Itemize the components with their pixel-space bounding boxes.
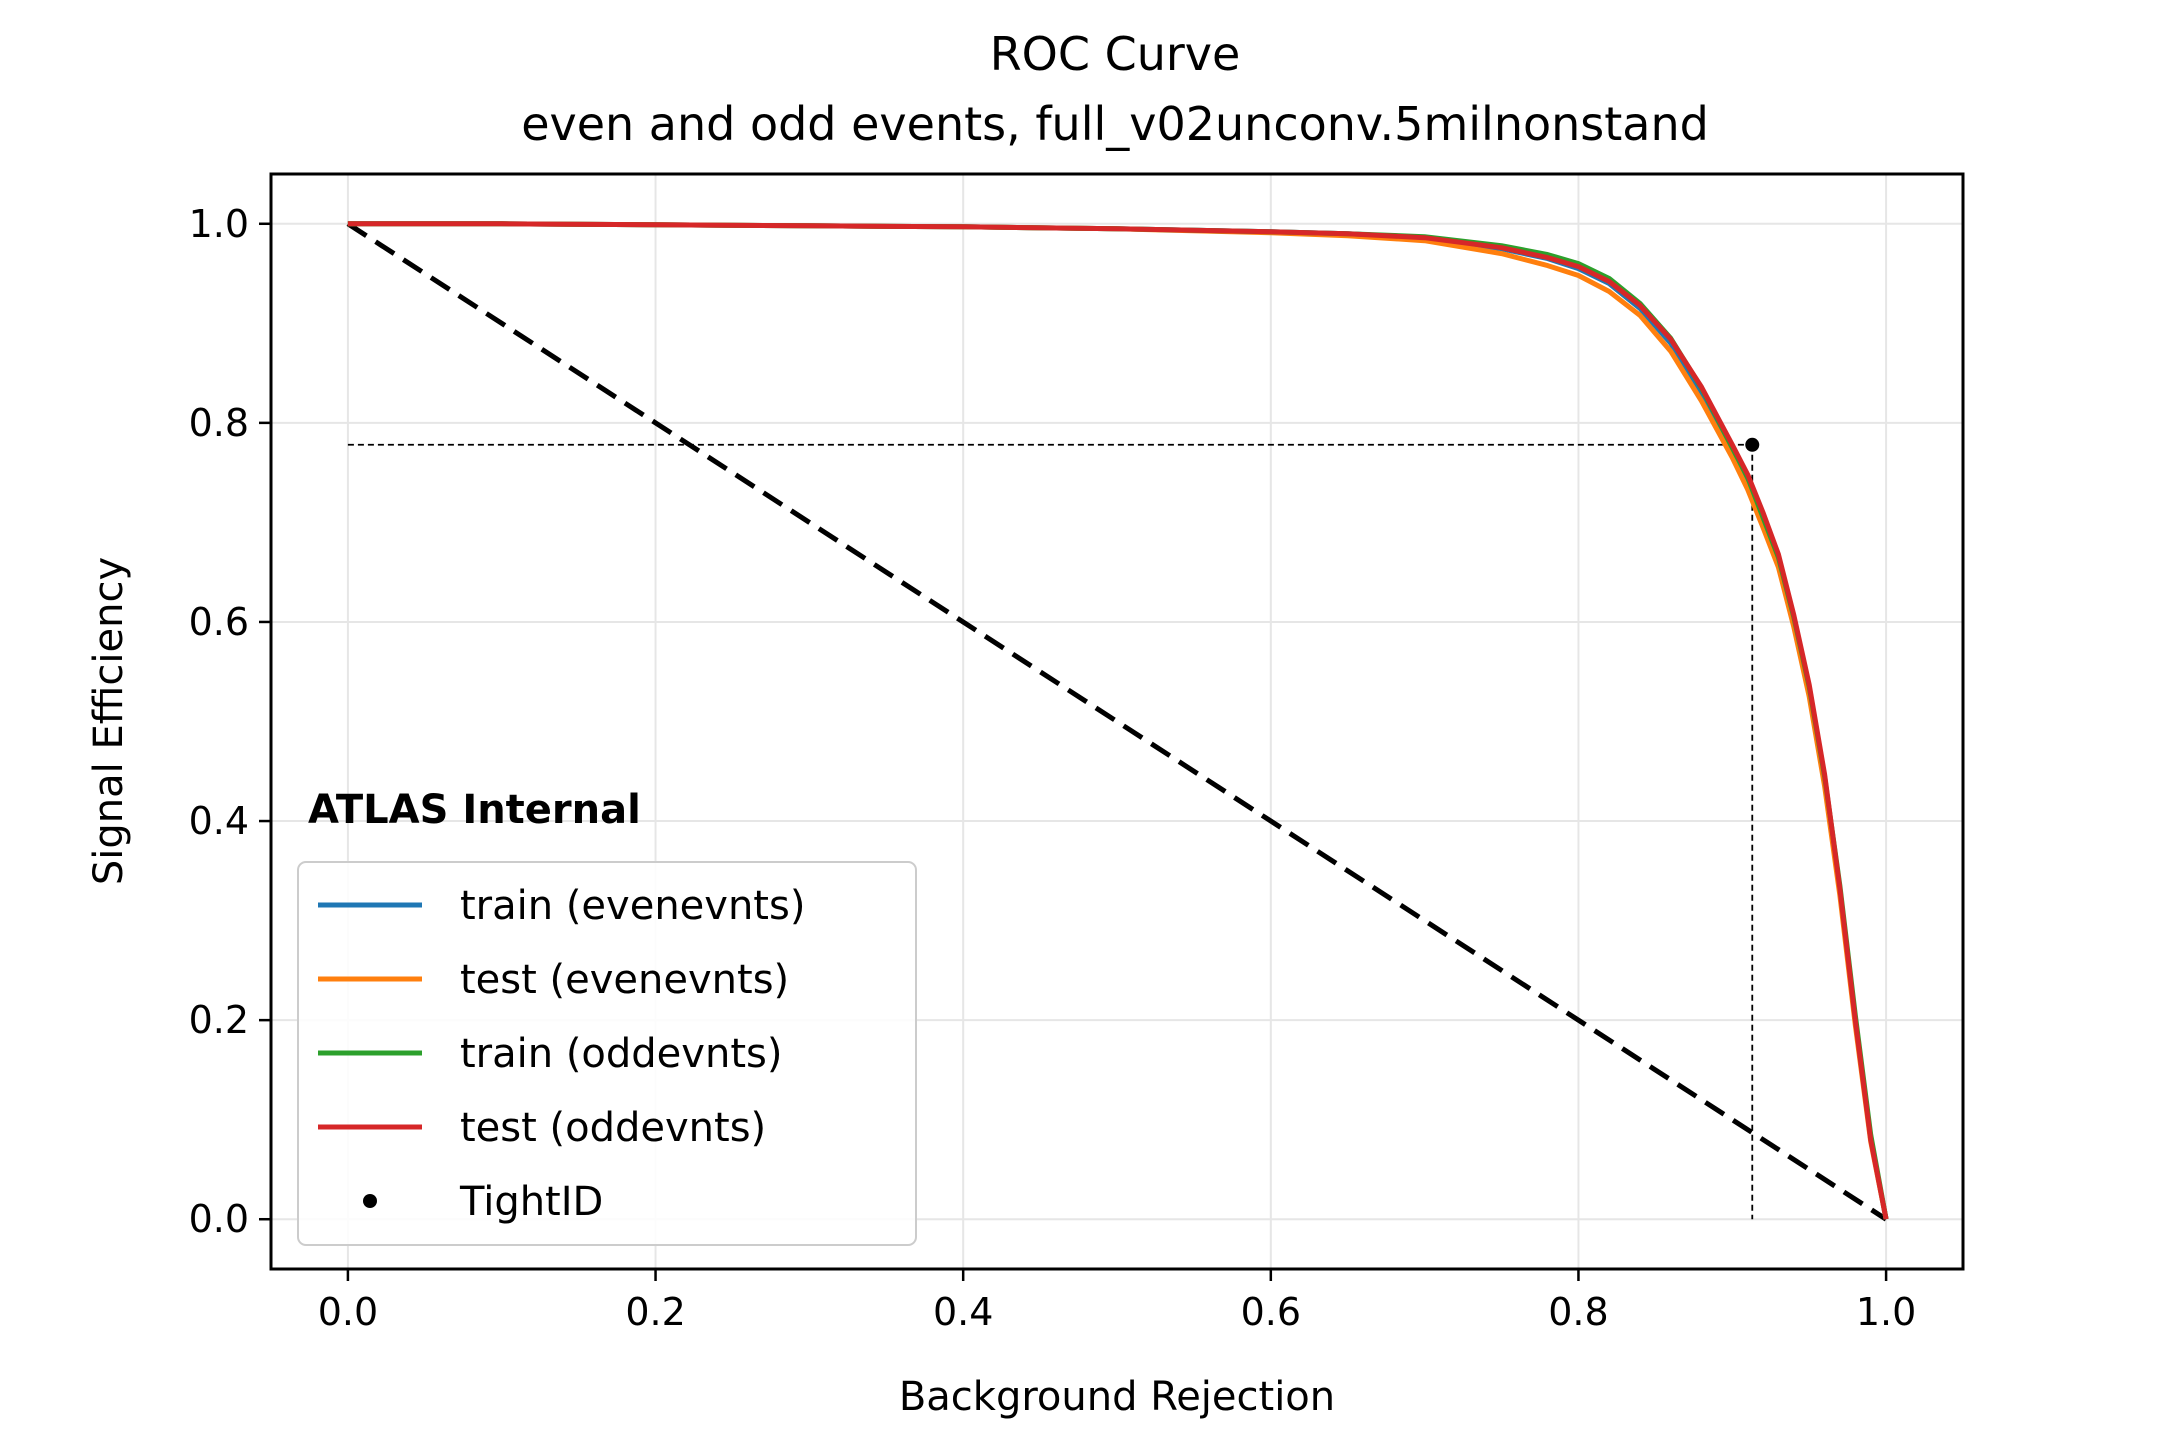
plot-frame bbox=[269, 172, 1965, 1271]
legend-box bbox=[297, 861, 917, 1246]
legend-marker-swatch bbox=[363, 1194, 377, 1208]
x-tick-label: 0.2 bbox=[625, 1290, 685, 1334]
chart-subtitle: even and odd events, full_v02unconv.5mil… bbox=[521, 97, 1709, 151]
legend-label-2: train (oddevnts) bbox=[460, 1031, 782, 1077]
y-tick-label: 0.6 bbox=[189, 600, 249, 644]
x-tick-label: 1.0 bbox=[1856, 1290, 1916, 1334]
y-axis-ticks: 0.0 0.2 0.4 0.6 0.8 1.0 bbox=[189, 202, 271, 1241]
reference-lines bbox=[346, 221, 1888, 1222]
legend: train (evenevnts) test (evenevnts) train (… bbox=[297, 861, 917, 1246]
y-axis-label: Signal Efficiency bbox=[86, 557, 132, 885]
x-tick-label: 0.6 bbox=[1241, 1290, 1301, 1334]
x-axis-ticks: 0.0 0.2 0.4 0.6 0.8 1.0 bbox=[318, 1269, 1916, 1334]
y-tick-label: 0.2 bbox=[189, 998, 249, 1042]
x-tick-label: 0.0 bbox=[318, 1290, 378, 1334]
y-tick-label: 0.0 bbox=[189, 1197, 249, 1241]
legend-label-0: train (evenevnts) bbox=[460, 883, 805, 929]
legend-label-1: test (evenevnts) bbox=[460, 957, 789, 1003]
legend-label-marker: TightID bbox=[459, 1179, 603, 1225]
legend-entries: train (evenevnts) test (evenevnts) train (… bbox=[318, 883, 805, 1225]
tightid-marker bbox=[1745, 437, 1760, 452]
series-line-3 bbox=[347, 221, 1889, 1220]
y-tick-label: 1.0 bbox=[189, 202, 249, 246]
x-tick-label: 0.4 bbox=[933, 1290, 993, 1334]
x-tick-label: 0.8 bbox=[1548, 1290, 1608, 1334]
chart-title: ROC Curve bbox=[990, 27, 1241, 81]
atlas-annotation: ATLAS Internal bbox=[308, 787, 641, 833]
markers bbox=[1745, 437, 1760, 452]
x-axis-label: Background Rejection bbox=[899, 1374, 1335, 1420]
y-tick-label: 0.4 bbox=[189, 799, 249, 843]
series-lines bbox=[347, 221, 1889, 1220]
y-tick-label: 0.8 bbox=[189, 401, 249, 445]
legend-label-3: test (oddevnts) bbox=[460, 1105, 766, 1151]
random-guess-line bbox=[346, 221, 1888, 1222]
